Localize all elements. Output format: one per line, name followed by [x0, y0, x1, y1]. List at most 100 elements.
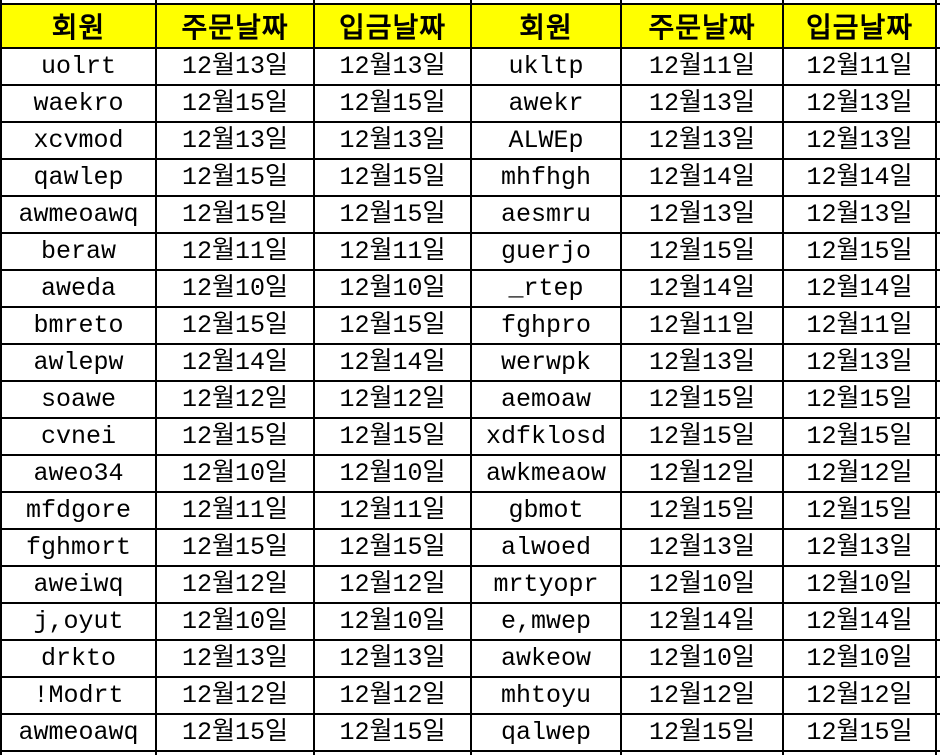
order-date-cell[interactable]: 12월13일: [155, 47, 315, 86]
order-date-cell[interactable]: 12월11일: [155, 491, 315, 530]
member-cell[interactable]: _rtep: [470, 269, 622, 308]
member-cell[interactable]: guerjo: [470, 232, 622, 271]
deposit-date-cell[interactable]: 12월15일: [313, 417, 472, 456]
member-cell[interactable]: uolrt: [0, 47, 157, 86]
order-date-cell[interactable]: 12월12일: [155, 676, 315, 715]
column-header-order-date-left[interactable]: 주문날짜: [155, 3, 315, 49]
order-date-cell[interactable]: 12월15일: [155, 417, 315, 456]
order-date-cell[interactable]: 12월13일: [155, 639, 315, 678]
order-date-cell[interactable]: 12월13일: [620, 343, 784, 382]
order-date-cell[interactable]: 12월14일: [620, 269, 784, 308]
order-date-cell[interactable]: 12월13일: [620, 121, 784, 160]
deposit-date-cell[interactable]: 12월14일: [782, 602, 937, 641]
order-date-cell[interactable]: 12월13일: [620, 528, 784, 567]
order-date-cell[interactable]: 12월12일: [155, 565, 315, 604]
deposit-date-cell[interactable]: 12월15일: [782, 491, 937, 530]
deposit-date-cell[interactable]: 12월13일: [313, 639, 472, 678]
order-date-cell[interactable]: 12월15일: [620, 232, 784, 271]
deposit-date-cell[interactable]: 12월10일: [782, 565, 937, 604]
member-cell[interactable]: awkeow: [470, 639, 622, 678]
member-cell[interactable]: mhfhgh: [470, 158, 622, 197]
deposit-date-cell[interactable]: 12월11일: [782, 47, 937, 86]
member-cell[interactable]: aweo34: [0, 454, 157, 493]
deposit-date-cell[interactable]: 12월15일: [782, 417, 937, 456]
member-cell[interactable]: !Modrt: [0, 676, 157, 715]
order-date-cell[interactable]: 12월10일: [155, 602, 315, 641]
order-date-cell[interactable]: 12월12일: [620, 454, 784, 493]
member-cell[interactable]: awmeoawq: [0, 195, 157, 234]
order-date-cell[interactable]: 12월10일: [155, 269, 315, 308]
member-cell[interactable]: mhtoyu: [470, 676, 622, 715]
deposit-date-cell[interactable]: 12월14일: [782, 158, 937, 197]
member-cell[interactable]: drkto: [0, 639, 157, 678]
member-cell[interactable]: aweda: [0, 269, 157, 308]
member-cell[interactable]: mfdgore: [0, 491, 157, 530]
member-cell[interactable]: bmreto: [0, 306, 157, 345]
column-header-member-right[interactable]: 회원: [470, 3, 622, 49]
order-date-cell[interactable]: 12월10일: [620, 565, 784, 604]
deposit-date-cell[interactable]: 12월13일: [782, 528, 937, 567]
member-cell[interactable]: j,oyut: [0, 602, 157, 641]
deposit-date-cell[interactable]: 12월13일: [782, 195, 937, 234]
member-cell[interactable]: ALWEp: [470, 121, 622, 160]
member-cell[interactable]: fghpro: [470, 306, 622, 345]
member-cell[interactable]: qawlep: [0, 158, 157, 197]
member-cell[interactable]: xdfklosd: [470, 417, 622, 456]
member-cell[interactable]: xcvmod: [0, 121, 157, 160]
deposit-date-cell[interactable]: 12월15일: [782, 380, 937, 419]
member-cell[interactable]: aweiwq: [0, 565, 157, 604]
deposit-date-cell[interactable]: 12월13일: [782, 84, 937, 123]
member-cell[interactable]: waekro: [0, 84, 157, 123]
deposit-date-cell[interactable]: 12월14일: [782, 269, 937, 308]
deposit-date-cell[interactable]: 12월12일: [313, 565, 472, 604]
order-date-cell[interactable]: 12월10일: [155, 454, 315, 493]
deposit-date-cell[interactable]: 12월11일: [313, 491, 472, 530]
deposit-date-cell[interactable]: 12월15일: [313, 195, 472, 234]
order-date-cell[interactable]: 12월15일: [155, 84, 315, 123]
order-date-cell[interactable]: 12월15일: [155, 306, 315, 345]
member-cell[interactable]: gbmot: [470, 491, 622, 530]
order-date-cell[interactable]: 12월15일: [620, 491, 784, 530]
deposit-date-cell[interactable]: 12월15일: [782, 713, 937, 752]
deposit-date-cell[interactable]: 12월12일: [782, 676, 937, 715]
deposit-date-cell[interactable]: 12월15일: [313, 528, 472, 567]
member-cell[interactable]: awmeoawq: [0, 713, 157, 752]
deposit-date-cell[interactable]: 12월15일: [313, 84, 472, 123]
deposit-date-cell[interactable]: 12월12일: [313, 676, 472, 715]
deposit-date-cell[interactable]: 12월13일: [782, 343, 937, 382]
order-date-cell[interactable]: 12월14일: [620, 602, 784, 641]
member-cell[interactable]: werwpk: [470, 343, 622, 382]
deposit-date-cell[interactable]: 12월15일: [313, 158, 472, 197]
member-cell[interactable]: fghmort: [0, 528, 157, 567]
order-date-cell[interactable]: 12월13일: [155, 121, 315, 160]
deposit-date-cell[interactable]: 12월13일: [782, 121, 937, 160]
column-header-deposit-date-left[interactable]: 입금날짜: [313, 3, 472, 49]
order-date-cell[interactable]: 12월15일: [155, 713, 315, 752]
deposit-date-cell[interactable]: 12월10일: [313, 269, 472, 308]
order-date-cell[interactable]: 12월11일: [620, 47, 784, 86]
deposit-date-cell[interactable]: 12월10일: [313, 602, 472, 641]
column-header-order-date-right[interactable]: 주문날짜: [620, 3, 784, 49]
order-date-cell[interactable]: 12월14일: [620, 158, 784, 197]
deposit-date-cell[interactable]: 12월13일: [313, 121, 472, 160]
member-cell[interactable]: ukltp: [470, 47, 622, 86]
member-cell[interactable]: aemoaw: [470, 380, 622, 419]
deposit-date-cell[interactable]: 12월15일: [782, 232, 937, 271]
order-date-cell[interactable]: 12월12일: [620, 676, 784, 715]
deposit-date-cell[interactable]: 12월11일: [782, 306, 937, 345]
member-cell[interactable]: aesmru: [470, 195, 622, 234]
member-cell[interactable]: awekr: [470, 84, 622, 123]
member-cell[interactable]: awlepw: [0, 343, 157, 382]
member-cell[interactable]: qalwep: [470, 713, 622, 752]
order-date-cell[interactable]: 12월13일: [620, 84, 784, 123]
member-cell[interactable]: awkmeaow: [470, 454, 622, 493]
deposit-date-cell[interactable]: 12월12일: [313, 380, 472, 419]
deposit-date-cell[interactable]: 12월15일: [313, 306, 472, 345]
column-header-member-left[interactable]: 회원: [0, 3, 157, 49]
order-date-cell[interactable]: 12월15일: [155, 528, 315, 567]
order-date-cell[interactable]: 12월12일: [155, 380, 315, 419]
column-header-deposit-date-right[interactable]: 입금날짜: [782, 3, 937, 49]
order-date-cell[interactable]: 12월10일: [620, 639, 784, 678]
order-date-cell[interactable]: 12월14일: [155, 343, 315, 382]
order-date-cell[interactable]: 12월11일: [155, 232, 315, 271]
